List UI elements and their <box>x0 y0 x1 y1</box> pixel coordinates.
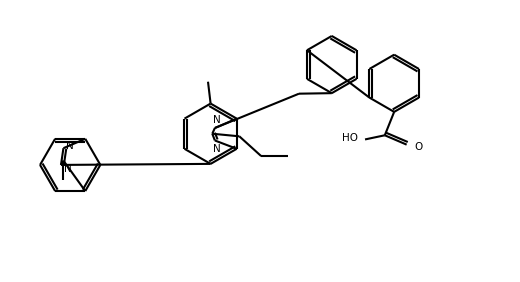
Text: N: N <box>213 144 220 154</box>
Text: N: N <box>64 164 71 174</box>
Text: N: N <box>67 141 74 151</box>
Text: HO: HO <box>343 133 358 143</box>
Text: N: N <box>213 115 220 125</box>
Text: O: O <box>414 142 422 152</box>
